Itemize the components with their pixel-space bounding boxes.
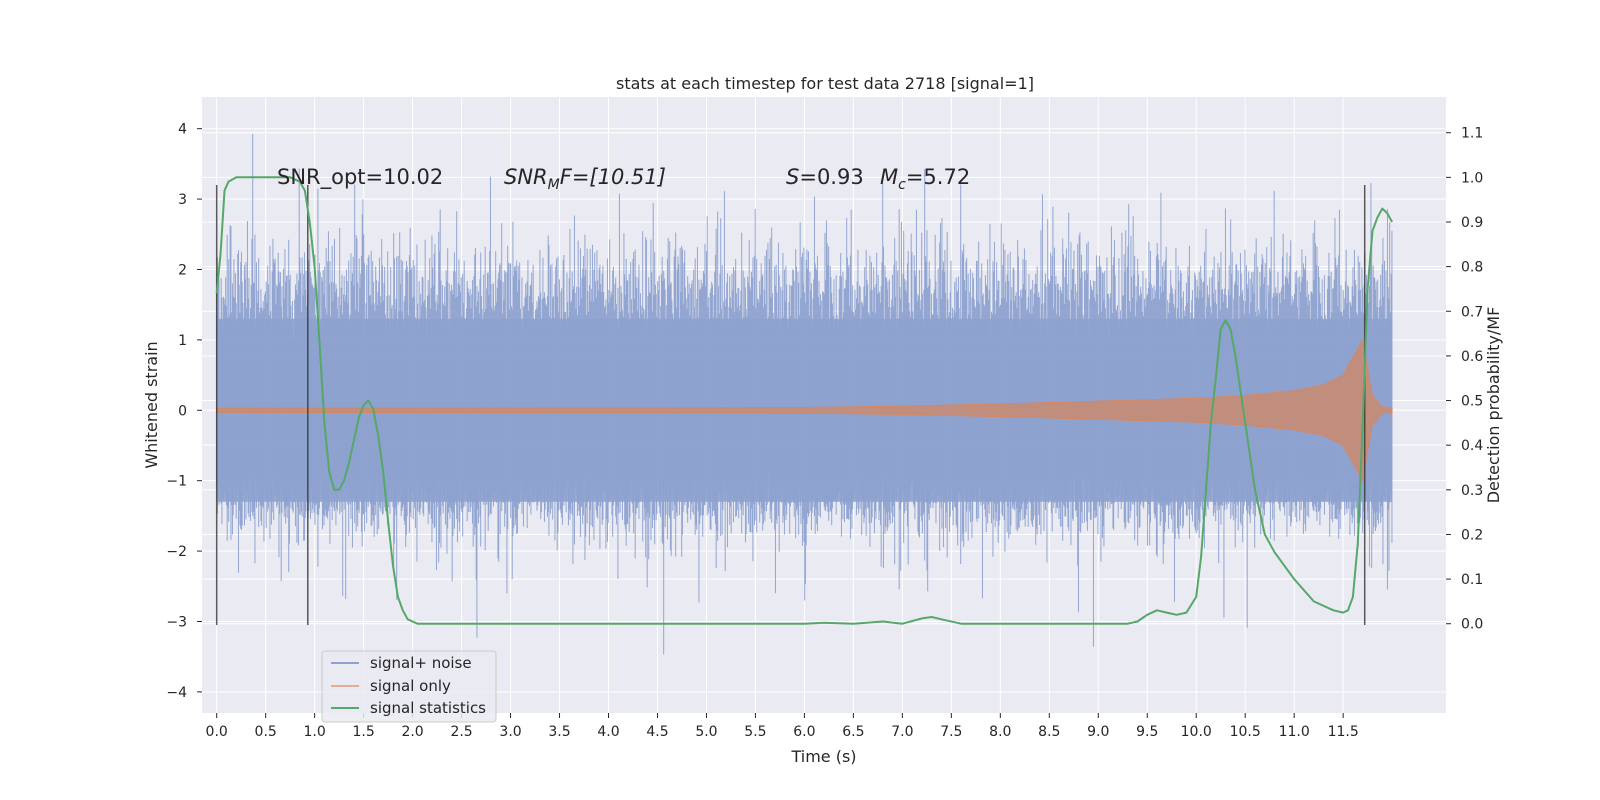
x-tick-label: 0.5 <box>255 724 277 740</box>
mc-value: =5.72 <box>906 165 970 189</box>
x-tick-label: 6.0 <box>793 724 815 740</box>
statistic-line <box>215 176 1393 625</box>
x-tick-label: 6.5 <box>842 724 864 740</box>
x-tick-label: 7.0 <box>891 724 913 740</box>
y-tick-label: −1 <box>166 474 187 490</box>
x-tick-label: 11.0 <box>1279 724 1310 740</box>
annotation-snr-opt: SNR_opt=10.02 <box>277 165 443 190</box>
x-tick-label: 0.0 <box>206 724 228 740</box>
snr-mf-subscript: M <box>548 177 560 193</box>
y2-tick-label: 0.4 <box>1461 438 1483 454</box>
annotation-s: S=0.93 <box>786 165 864 189</box>
x-tick-label: 10.0 <box>1181 724 1212 740</box>
y2-axis-label: Detection probability/MF <box>1484 307 1503 504</box>
x-tick-label: 5.5 <box>744 724 766 740</box>
y2-axis-ticks: 1.1 1.0 0.9 0.8 0.7 0.6 0.5 0.4 0.3 0.2 0.1 0.0 <box>1446 126 1483 633</box>
x-tick-label: 8.0 <box>989 724 1011 740</box>
x-tick-label: 11.5 <box>1328 724 1359 740</box>
x-tick-label: 4.5 <box>646 724 668 740</box>
chart-title: stats at each timestep for test data 271… <box>616 74 1034 93</box>
x-tick-label: 5.0 <box>695 724 717 740</box>
x-tick-label: 9.0 <box>1087 724 1109 740</box>
y2-tick-label: 0.6 <box>1461 349 1483 365</box>
vertical-markers <box>215 185 1366 625</box>
x-tick-label: 9.5 <box>1136 724 1158 740</box>
y-tick-label: 3 <box>178 192 187 208</box>
legend-box <box>321 650 497 723</box>
annotation-snr-mf: SNRMF=[10.51] <box>504 165 666 193</box>
legend-label-stat: signal statistics <box>370 699 486 717</box>
x-tick-label: 10.5 <box>1230 724 1261 740</box>
x-axis-label: Time (s) <box>790 747 856 766</box>
y2-tick-label: 0.9 <box>1461 215 1483 231</box>
x-tick-label: 7.5 <box>940 724 962 740</box>
legend-label-noise: signal+ noise <box>370 654 472 672</box>
y-tick-label: −2 <box>166 544 187 560</box>
signal-only-series <box>216 338 1393 483</box>
y-tick-label: 1 <box>178 333 187 349</box>
y2-tick-label: 0.2 <box>1461 527 1483 543</box>
y2-tick-label: 0.1 <box>1461 572 1483 588</box>
signal-envelope <box>216 338 1393 483</box>
y-axis-ticks: 4 3 2 1 0 −1 −2 −3 −4 <box>166 122 202 701</box>
y-tick-label: −3 <box>166 614 187 630</box>
x-tick-label: 2.0 <box>401 724 423 740</box>
y2-tick-label: 0.0 <box>1461 617 1483 633</box>
legend-label-signal: signal only <box>370 677 451 695</box>
y-axis-label: Whitened strain <box>142 341 161 468</box>
x-tick-label: 8.5 <box>1038 724 1060 740</box>
signal-statistics-series <box>215 176 1393 625</box>
snr-mf-value: F=[10.51] <box>560 165 666 189</box>
legend: signal+ noise signal only signal statist… <box>321 650 497 723</box>
x-axis-ticks: 0.0 0.5 1.0 1.5 2.0 2.5 3.0 3.5 4.0 4.5 5.0 5.5 6.0 6… <box>206 713 1359 740</box>
y2-tick-label: 0.7 <box>1461 304 1483 320</box>
y2-tick-label: 1.0 <box>1461 170 1483 186</box>
y2-tick-label: 0.3 <box>1461 483 1483 499</box>
y-tick-label: 0 <box>178 403 187 419</box>
y-tick-label: 2 <box>178 262 187 278</box>
s-label: S <box>786 165 799 189</box>
x-tick-label: 2.5 <box>450 724 472 740</box>
mc-label: M <box>880 165 898 189</box>
x-tick-label: 3.0 <box>499 724 521 740</box>
x-tick-label: 3.5 <box>548 724 570 740</box>
annotation-mc: Mc=5.72 <box>880 165 970 193</box>
y-tick-label: 4 <box>178 122 187 138</box>
y2-tick-label: 1.1 <box>1461 126 1483 142</box>
mc-subscript: c <box>898 177 906 193</box>
x-tick-label: 4.0 <box>597 724 619 740</box>
y-tick-label: −4 <box>166 685 187 701</box>
x-tick-label: 1.0 <box>304 724 326 740</box>
y2-tick-label: 0.8 <box>1461 260 1483 276</box>
s-value: =0.93 <box>799 165 863 189</box>
y2-tick-label: 0.5 <box>1461 394 1483 410</box>
x-tick-label: 1.5 <box>352 724 374 740</box>
snr-mf-label: SNR <box>504 165 548 189</box>
